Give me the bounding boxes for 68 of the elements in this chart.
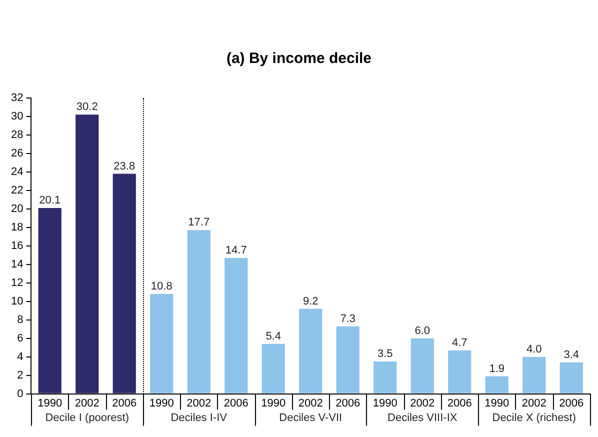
y-tick-label: 26 [10, 147, 24, 160]
bar [299, 308, 322, 394]
bar [560, 362, 583, 394]
data-label: 3.5 [377, 348, 393, 360]
x-tick-label: 1990 [484, 397, 510, 410]
bar [112, 174, 136, 394]
x-tick-label: 1990 [372, 397, 398, 410]
bar [224, 258, 248, 394]
y-tick-label: 16 [10, 240, 24, 252]
data-label: 5.4 [266, 330, 282, 342]
text: Deciles V-VII [279, 412, 342, 424]
y-tick-label: 24 [10, 166, 24, 178]
data-label: 20.1 [39, 194, 61, 207]
y-tick-label: 20 [10, 202, 24, 215]
bar [76, 114, 99, 394]
x-tick-label: 2006 [447, 397, 472, 410]
bar [150, 294, 174, 394]
x-tick-label: 1990 [38, 397, 62, 410]
y-tick-label: 8 [17, 314, 24, 326]
bar [374, 361, 397, 394]
bar [522, 356, 546, 394]
y-tick-label: 10 [10, 295, 24, 308]
data-label: 4.7 [452, 336, 468, 349]
y-tick-label: 28 [10, 129, 24, 142]
bar [410, 338, 434, 394]
x-tick-label: 2006 [112, 397, 137, 410]
x-tick-label: 1990 [149, 397, 174, 410]
bar [187, 230, 210, 394]
chart-title: (a) By income decile [226, 50, 372, 68]
y-tick-label: 18 [10, 221, 24, 234]
y-tick-label: 32 [10, 92, 24, 104]
y-tick-label: 0 [17, 388, 24, 400]
data-label: 9.2 [302, 295, 318, 308]
bar [485, 376, 508, 394]
text: Deciles I-IV [170, 412, 228, 424]
y-tick-label: 14 [10, 258, 24, 270]
data-label: 3.4 [564, 348, 580, 361]
bar [262, 344, 285, 394]
text: Deciles VIII-IX [388, 412, 458, 424]
data-label: 23.8 [114, 160, 136, 172]
data-label: 6.0 [414, 324, 430, 337]
x-tick-label: 2002 [522, 397, 546, 410]
y-tick-label: 4 [17, 350, 24, 363]
x-tick-label: 2002 [298, 397, 323, 410]
data-label: 4.0 [526, 343, 542, 356]
x-tick-label: 2002 [410, 397, 435, 410]
y-tick-label: 22 [10, 184, 24, 196]
data-label: 14.7 [225, 244, 247, 256]
x-tick-label: 2006 [224, 397, 248, 410]
bar [448, 350, 472, 394]
data-label: 17.7 [188, 216, 210, 229]
data-label: 7.3 [340, 312, 356, 325]
y-tick-label: 2 [17, 369, 24, 382]
x-tick-label: 2002 [186, 397, 212, 410]
y-tick-label: 6 [17, 332, 24, 344]
x-tick-label: 2002 [74, 397, 100, 410]
bar [336, 326, 360, 394]
text: Decile X (richest) [492, 412, 576, 424]
x-tick-label: 2006 [336, 397, 360, 410]
x-tick-label: 2006 [559, 397, 584, 410]
x-tick-label: 1990 [261, 397, 286, 410]
y-tick-label: 12 [10, 276, 24, 289]
bar [38, 208, 62, 394]
data-label: 1.9 [489, 362, 505, 375]
data-label: 30.2 [76, 101, 98, 114]
text: Decile I (poorest) [45, 412, 129, 424]
data-label: 10.8 [150, 280, 172, 292]
y-tick-label: 30 [10, 110, 24, 123]
